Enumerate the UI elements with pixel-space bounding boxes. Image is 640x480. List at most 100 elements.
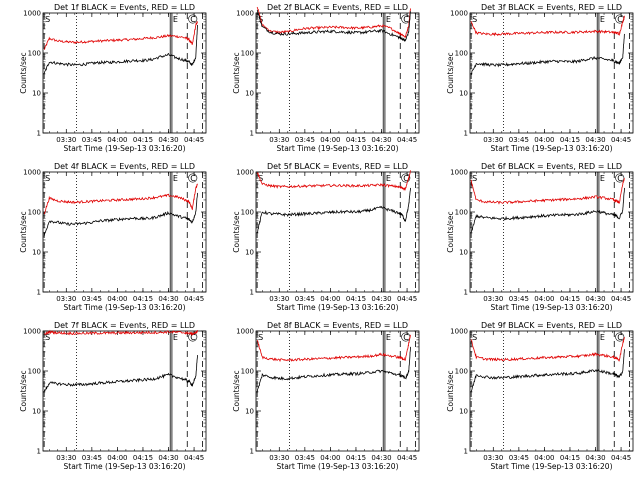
x-tick-label: 04:00 — [534, 454, 554, 462]
y-tick-label: 1000 — [236, 169, 254, 177]
x-tick-label: 04:00 — [107, 454, 127, 462]
lld-series-line — [256, 170, 411, 192]
y-tick-label: 1 — [37, 289, 41, 297]
x-tick-label: 04:15 — [346, 295, 366, 303]
panel-title: Det 4f BLACK = Events, RED = LLD — [54, 162, 195, 171]
events-series-line — [256, 187, 411, 234]
start-marker-label: S — [258, 174, 263, 183]
panel-title: Det 9f BLACK = Events, RED = LLD — [481, 321, 622, 330]
x-tick-label: 04:30 — [585, 454, 605, 462]
y-axis-label: Counts/sec — [446, 52, 455, 93]
y-axis-label: Counts/sec — [232, 52, 241, 93]
y-tick-label: 10 — [32, 90, 41, 98]
y-tick-label: 100 — [455, 50, 468, 58]
detector-panel: Det 5f BLACK = Events, RED = LLD 1 10 100 10… — [232, 162, 420, 312]
y-axis-label: Counts/sec — [232, 370, 241, 411]
end-marker-label: E — [173, 174, 178, 183]
center-marker-circle — [188, 14, 198, 24]
x-axis-label: Start Time (19-Sep-13 03:16:20) — [64, 462, 186, 471]
lld-series-line — [256, 6, 411, 39]
panel-title: Det 5f BLACK = Events, RED = LLD — [267, 162, 408, 171]
x-tick-label: 03:30 — [269, 454, 289, 462]
plot-frame — [469, 12, 634, 134]
x-tick-label: 03:30 — [269, 295, 289, 303]
x-axis-label: Start Time (19-Sep-13 03:16:20) — [64, 303, 186, 312]
plot-frame — [469, 171, 634, 293]
x-tick-label: 04:45 — [611, 295, 631, 303]
y-tick-label: 10 — [245, 408, 254, 416]
y-tick-label: 1000 — [450, 169, 468, 177]
y-tick-label: 1 — [464, 448, 468, 456]
y-tick-label: 1000 — [236, 328, 254, 336]
x-tick-label: 03:30 — [56, 295, 76, 303]
detector-panel: Det 1f BLACK = Events, RED = LLD 1 10 100 10… — [19, 3, 207, 153]
events-series-line — [256, 9, 411, 42]
center-marker-label: C — [403, 174, 409, 183]
y-axis-label: Counts/sec — [19, 370, 28, 411]
plot-frame — [255, 171, 420, 293]
plot-frame — [42, 12, 207, 134]
plot-frame — [42, 171, 207, 293]
center-marker-label: C — [617, 174, 623, 183]
x-tick-label: 04:15 — [133, 136, 153, 144]
end-marker-label: E — [173, 15, 178, 24]
x-tick-label: 03:45 — [82, 295, 102, 303]
y-tick-label: 10 — [459, 408, 468, 416]
x-axis-label: Start Time (19-Sep-13 03:16:20) — [64, 144, 186, 153]
panel-title: Det 1f BLACK = Events, RED = LLD — [54, 3, 195, 12]
panel-title: Det 8f BLACK = Events, RED = LLD — [267, 321, 408, 330]
x-tick-label: 04:15 — [133, 295, 153, 303]
y-tick-label: 1 — [250, 130, 254, 138]
x-axis-label: Start Time (19-Sep-13 03:16:20) — [277, 462, 399, 471]
end-marker-label: E — [386, 333, 391, 342]
x-tick-label: 03:45 — [295, 136, 315, 144]
y-tick-label: 1000 — [23, 328, 41, 336]
x-tick-label: 04:45 — [397, 136, 417, 144]
start-marker-label: S — [472, 15, 477, 24]
end-marker-label: E — [600, 15, 605, 24]
x-tick-label: 04:15 — [560, 136, 580, 144]
events-series-line — [470, 349, 625, 393]
lld-series-line — [256, 334, 411, 363]
panel-title: Det 6f BLACK = Events, RED = LLD — [481, 162, 622, 171]
x-tick-label: 03:30 — [483, 136, 503, 144]
lld-series-line — [470, 177, 625, 205]
y-axis-label: Counts/sec — [19, 52, 28, 93]
x-tick-label: 04:45 — [397, 295, 417, 303]
events-series-line — [43, 192, 198, 237]
x-tick-label: 04:30 — [371, 136, 391, 144]
x-tick-label: 04:15 — [346, 454, 366, 462]
x-tick-label: 04:00 — [107, 295, 127, 303]
y-tick-label: 100 — [28, 368, 41, 376]
x-tick-label: 04:30 — [371, 295, 391, 303]
y-axis-label: Counts/sec — [446, 370, 455, 411]
plot-frame — [469, 330, 634, 452]
y-tick-label: 100 — [28, 50, 41, 58]
x-axis-label: Start Time (19-Sep-13 03:16:20) — [491, 462, 613, 471]
x-tick-label: 04:00 — [320, 136, 340, 144]
y-tick-label: 100 — [241, 368, 254, 376]
lld-series-line — [44, 329, 198, 336]
x-tick-label: 04:00 — [320, 295, 340, 303]
events-series-line — [470, 33, 625, 76]
center-marker-circle — [188, 173, 198, 183]
lld-series-line — [43, 183, 198, 215]
x-tick-label: 03:30 — [56, 136, 76, 144]
center-marker-label: C — [617, 333, 623, 342]
start-marker-label: S — [258, 333, 263, 342]
end-marker-label: E — [600, 333, 605, 342]
events-series-line — [470, 187, 625, 234]
y-tick-label: 100 — [241, 209, 254, 217]
x-tick-label: 04:00 — [534, 295, 554, 303]
y-axis-label: Counts/sec — [446, 211, 455, 252]
detector-panel: Det 6f BLACK = Events, RED = LLD 1 10 100 10… — [446, 162, 634, 312]
x-tick-label: 04:45 — [184, 295, 204, 303]
detector-panel: Det 4f BLACK = Events, RED = LLD 1 10 100 10… — [19, 162, 207, 312]
start-marker-label: S — [472, 174, 477, 183]
y-axis-label: Counts/sec — [232, 211, 241, 252]
x-axis-label: Start Time (19-Sep-13 03:16:20) — [277, 144, 399, 153]
x-axis-label: Start Time (19-Sep-13 03:16:20) — [277, 303, 399, 312]
y-tick-label: 10 — [245, 90, 254, 98]
detector-panel: Det 2f BLACK = Events, RED = LLD 1 10 100 10… — [232, 3, 420, 153]
